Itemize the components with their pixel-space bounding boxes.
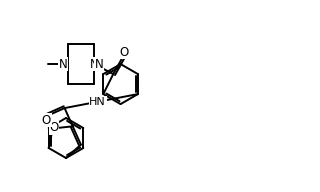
- Text: O: O: [49, 121, 59, 134]
- Text: N: N: [95, 58, 104, 71]
- Text: O: O: [42, 114, 51, 127]
- Text: HN: HN: [89, 97, 106, 107]
- Text: N: N: [90, 58, 99, 71]
- Text: N: N: [59, 58, 68, 71]
- Text: O: O: [120, 46, 129, 59]
